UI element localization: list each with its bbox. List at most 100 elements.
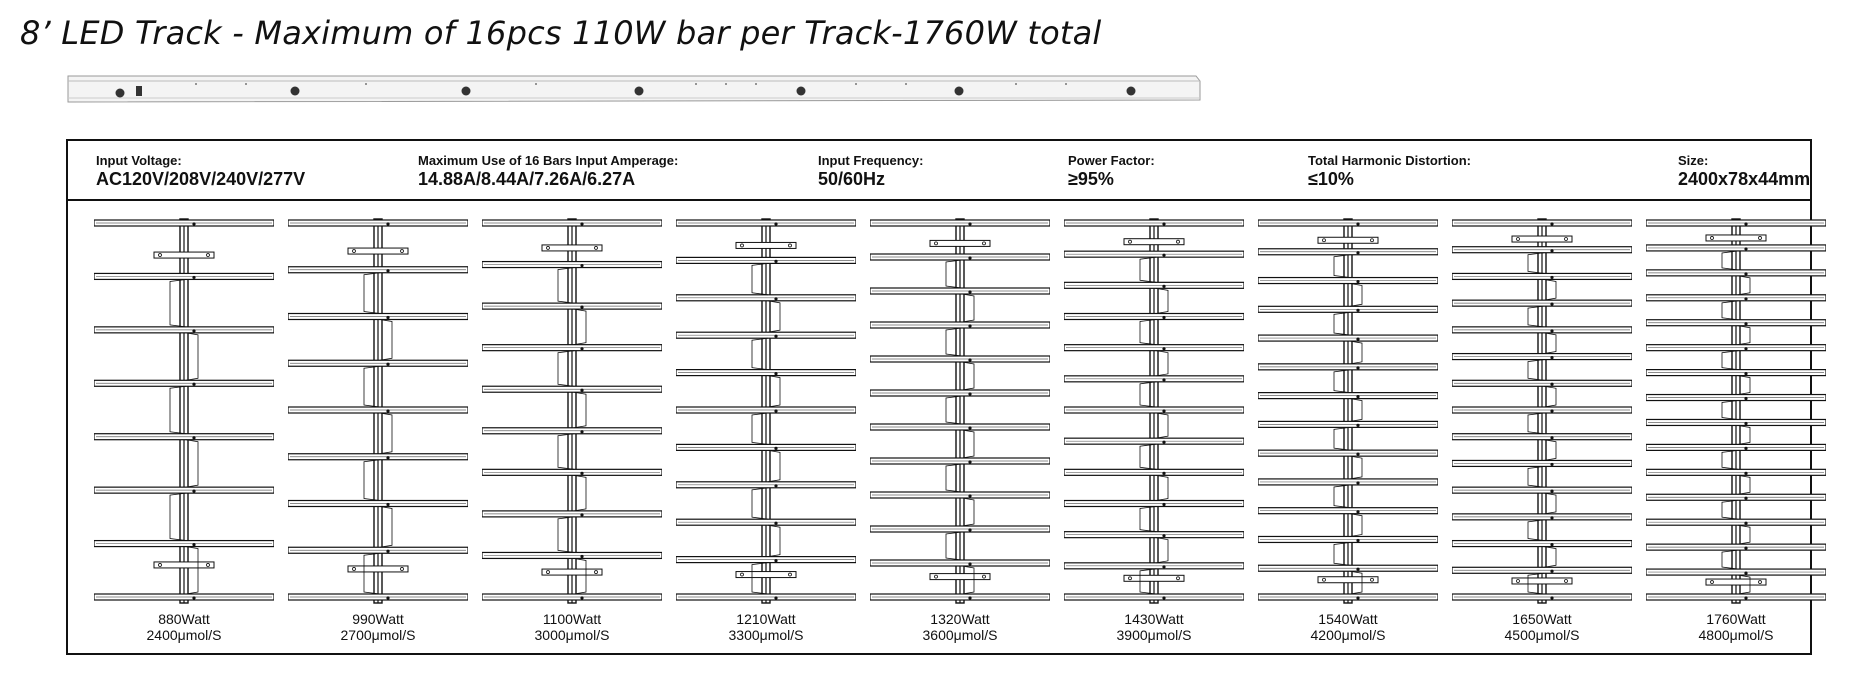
connector-icon [1162, 502, 1166, 507]
power-cable [767, 450, 781, 483]
config-watt: 1540Watt [1318, 611, 1378, 627]
spec-label: Power Factor: [1068, 153, 1155, 168]
power-cable [1737, 375, 1751, 395]
power-cable [1721, 350, 1739, 370]
rack-diagram-1320w [870, 217, 1050, 607]
connector-icon [1744, 521, 1748, 525]
connector-icon [1550, 569, 1554, 573]
config-ppf: 4200μmol/S [1310, 627, 1386, 643]
rack-diagram-1210w [676, 217, 856, 607]
rack-svg [870, 218, 1050, 604]
bracket-hole [1710, 580, 1714, 584]
spec-value: AC120V/208V/240V/277V [96, 169, 306, 189]
power-cable [1349, 513, 1363, 537]
connector-icon [774, 596, 778, 600]
power-cable [1139, 506, 1157, 533]
config-caption: 1430Watt 3900μmol/S [1064, 611, 1244, 643]
mounting-bracket [541, 244, 603, 252]
power-cable [1155, 474, 1169, 501]
power-cable [751, 263, 769, 296]
connector-icon [580, 596, 584, 600]
power-cable [557, 267, 575, 304]
rack-svg [94, 218, 274, 604]
power-cable [751, 487, 769, 520]
bracket-hole [788, 243, 792, 248]
power-cable [1155, 537, 1169, 564]
spec-value: ≥95% [1068, 169, 1114, 189]
connector-icon [968, 222, 972, 226]
spec-value: ≤10% [1308, 169, 1354, 189]
connector-icon [192, 275, 196, 280]
connector-icon [1550, 436, 1554, 440]
connector-icon [580, 222, 584, 226]
connector-icon [1744, 297, 1748, 301]
rack-diagram-1540w [1258, 217, 1438, 607]
connector-icon [1550, 355, 1554, 360]
bracket-hole [352, 567, 356, 571]
connector-icon [386, 409, 390, 413]
connector-icon [1550, 596, 1554, 600]
bracket-hole [1564, 237, 1568, 241]
config-watt: 1760Watt [1706, 611, 1766, 627]
power-cable [169, 492, 187, 541]
power-cable [1721, 400, 1739, 420]
power-cable [1333, 311, 1351, 336]
spec-label: Total Harmonic Distortion: [1308, 153, 1471, 168]
connector-icon [1550, 275, 1554, 280]
connector-icon [386, 362, 390, 366]
bracket-hole [1564, 579, 1568, 583]
connector-icon [968, 460, 972, 464]
rack-diagram-1100w [482, 217, 662, 607]
mounting-bracket [929, 573, 991, 581]
connector-icon [192, 382, 196, 386]
power-cable [961, 497, 975, 527]
power-cable [363, 272, 381, 314]
power-cable [363, 459, 381, 501]
config-ppf: 4800μmol/S [1698, 627, 1774, 643]
spec-label: Input Frequency: [818, 153, 924, 168]
config-caption: 990Watt 2700μmol/S [288, 611, 468, 643]
config-ppf: 2700μmol/S [340, 627, 416, 643]
power-cable [1155, 350, 1169, 377]
bracket-hole [594, 570, 598, 574]
bracket-hole [400, 567, 404, 571]
power-cable [1333, 426, 1351, 451]
power-cable [945, 395, 963, 425]
rack-svg [1258, 218, 1438, 604]
connector-icon [774, 521, 778, 525]
mounting-bracket [541, 568, 603, 576]
connector-icon [1162, 596, 1166, 600]
power-cable [185, 546, 199, 595]
spec-input-frequency: Input Frequency: 50/60Hz [818, 153, 923, 189]
power-cable [379, 412, 393, 455]
bracket-hole [1370, 238, 1374, 243]
power-cable [945, 463, 963, 493]
power-cable [945, 531, 963, 561]
connector-icon [774, 334, 778, 338]
connector-icon [580, 554, 584, 559]
connector-icon [1162, 378, 1166, 382]
connector-icon [1744, 247, 1748, 251]
power-cable [1543, 492, 1557, 515]
spec-power-factor: Power Factor: ≥95% [1068, 153, 1155, 189]
spec-label: Input Voltage: [96, 153, 182, 168]
connector-icon [580, 347, 584, 351]
power-cable [1527, 359, 1545, 381]
power-cable [573, 308, 587, 346]
connector-icon [1356, 538, 1360, 543]
power-cable [573, 558, 587, 595]
power-cable [379, 506, 393, 548]
connector-icon [1356, 308, 1360, 312]
connector-icon [1162, 315, 1166, 320]
mounting-bracket [1511, 577, 1573, 585]
power-cable [1527, 252, 1545, 274]
connector-icon [386, 502, 390, 507]
mounting-bracket [153, 561, 215, 569]
power-cable [1349, 455, 1363, 480]
connector-icon [1356, 567, 1360, 571]
power-cable [767, 375, 781, 408]
connector-icon [774, 222, 778, 226]
connector-icon [1356, 279, 1360, 284]
spec-label: Size: [1678, 153, 1709, 168]
bracket-hole [1758, 580, 1762, 584]
